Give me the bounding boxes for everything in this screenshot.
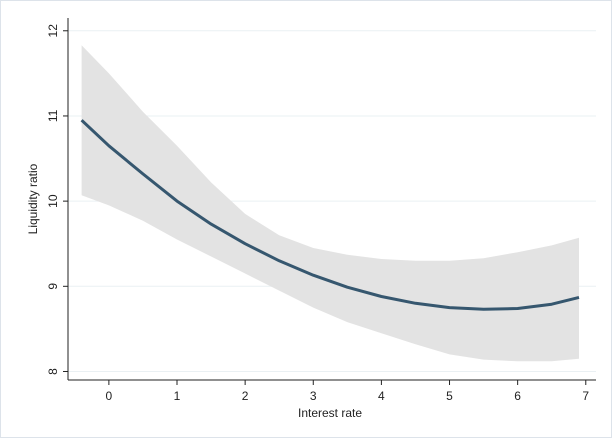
x-tick-label: 4: [378, 389, 385, 403]
x-tick-label: 2: [242, 389, 249, 403]
x-tick-label: 1: [174, 389, 181, 403]
x-tick-label: 7: [582, 389, 589, 403]
confidence-band: [81, 45, 579, 362]
y-tick-label: 11: [46, 109, 60, 122]
y-tick-label: 12: [46, 24, 60, 38]
y-tick-label: 8: [46, 368, 60, 375]
x-tick-label: 3: [310, 389, 317, 403]
x-axis-label: Interest rate: [298, 406, 362, 420]
fit-line: [80, 119, 580, 311]
y-axis-label: Liquidity ratio: [26, 163, 40, 234]
x-tick-label: 6: [514, 389, 521, 403]
y-tick-label: 9: [46, 283, 60, 290]
x-tick-label: 0: [106, 389, 113, 403]
y-tick-label: 10: [46, 194, 60, 208]
x-tick-label: 5: [446, 389, 453, 403]
